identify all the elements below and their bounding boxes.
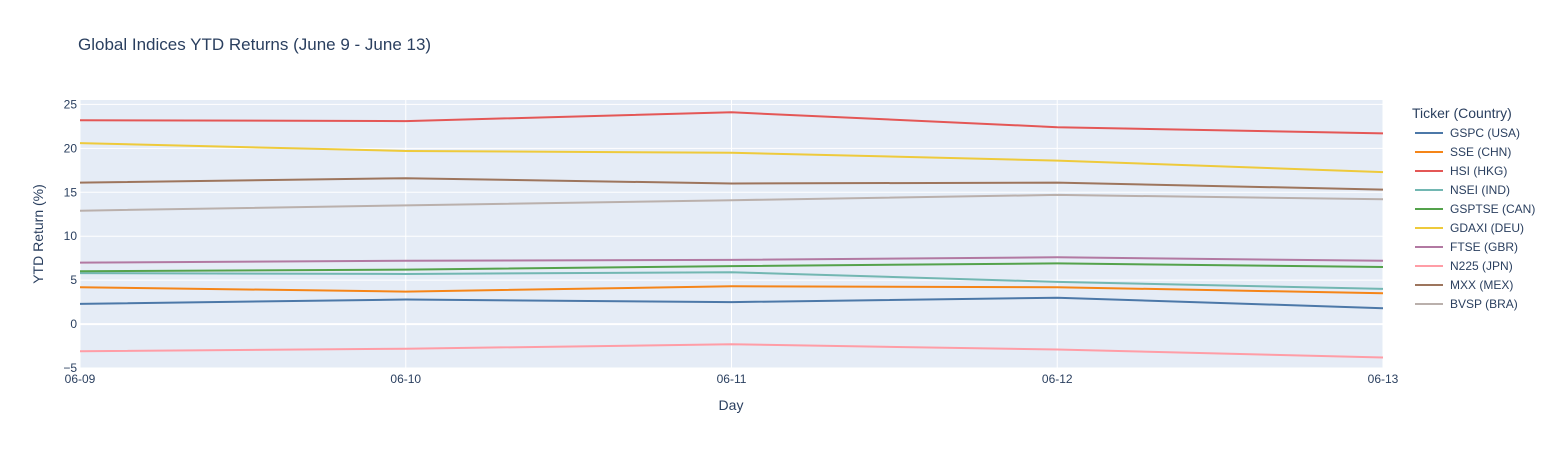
legend-item-bvsp-bra[interactable]: BVSP (BRA) <box>1415 297 1518 311</box>
y-tick-label: −5 <box>63 361 77 375</box>
series-line-mxx-mex <box>79 177 1384 191</box>
x-tick-label: 06-13 <box>1368 372 1399 386</box>
legend-item-gspc-usa[interactable]: GSPC (USA) <box>1415 126 1520 140</box>
legend-label: GDAXI (DEU) <box>1450 221 1524 235</box>
x-axis-title: Day <box>719 397 744 413</box>
legend-label: FTSE (GBR) <box>1450 240 1518 254</box>
legend-item-hsi-hkg[interactable]: HSI (HKG) <box>1415 164 1507 178</box>
legend-label: NSEI (IND) <box>1450 183 1510 197</box>
legend-items: GSPC (USA) SSE (CHN) HSI (HKG) NSEI (IND) GS… <box>1415 126 1535 311</box>
legend-label: N225 (JPN) <box>1450 259 1513 273</box>
legend-item-nsei-ind[interactable]: NSEI (IND) <box>1415 183 1510 197</box>
series-line-hsi-hkg <box>79 111 1384 135</box>
legend-item-n225-jpn[interactable]: N225 (JPN) <box>1415 259 1513 273</box>
y-tick-label: 5 <box>70 273 77 287</box>
y-tick-label: 25 <box>64 97 78 111</box>
series-line-n225-jpn <box>79 343 1384 359</box>
y-tick-label: 10 <box>64 229 78 243</box>
series-line-gdaxi-deu <box>79 142 1384 174</box>
y-tick-label: 20 <box>64 141 78 155</box>
series-line-nsei-ind <box>79 271 1384 290</box>
legend-item-gsptse-can[interactable]: GSPTSE (CAN) <box>1415 202 1535 216</box>
series-line-bvsp-bra <box>79 193 1384 212</box>
chart-title: Global Indices YTD Returns (June 9 - Jun… <box>78 35 431 54</box>
legend-title: Ticker (Country) <box>1412 105 1512 121</box>
x-gridlines <box>79 100 1384 368</box>
legend-item-mxx-mex[interactable]: MXX (MEX) <box>1415 278 1513 292</box>
legend-label: MXX (MEX) <box>1450 278 1513 292</box>
series-line-sse-chn <box>79 285 1384 295</box>
x-tick-label: 06-11 <box>717 372 747 386</box>
legend-item-sse-chn[interactable]: SSE (CHN) <box>1415 145 1511 159</box>
series-line-ftse-gbr <box>79 256 1384 264</box>
x-tick-labels: 06-09 06-10 06-11 06-12 06-13 <box>65 372 1399 386</box>
y-tick-labels: −5 0 5 10 15 20 25 <box>63 97 77 375</box>
legend-item-ftse-gbr[interactable]: FTSE (GBR) <box>1415 240 1518 254</box>
legend-label: GSPTSE (CAN) <box>1450 202 1535 216</box>
legend-label: HSI (HKG) <box>1450 164 1507 178</box>
y-tick-label: 15 <box>64 185 78 199</box>
legend-label: BVSP (BRA) <box>1450 297 1518 311</box>
y-axis-title: YTD Return (%) <box>30 184 46 284</box>
legend-label: GSPC (USA) <box>1450 126 1520 140</box>
series-line-gsptse-can <box>79 262 1384 273</box>
legend-label: SSE (CHN) <box>1450 145 1511 159</box>
x-tick-label: 06-12 <box>1042 372 1073 386</box>
legend: Ticker (Country) GSPC (USA) SSE (CHN) HSI … <box>1412 105 1535 311</box>
series-lines <box>79 111 1384 359</box>
x-tick-label: 06-09 <box>65 372 96 386</box>
y-tick-label: 0 <box>70 317 77 331</box>
x-tick-label: 06-10 <box>390 372 421 386</box>
legend-item-gdaxi-deu[interactable]: GDAXI (DEU) <box>1415 221 1524 235</box>
series-line-gspc-usa <box>79 296 1384 310</box>
